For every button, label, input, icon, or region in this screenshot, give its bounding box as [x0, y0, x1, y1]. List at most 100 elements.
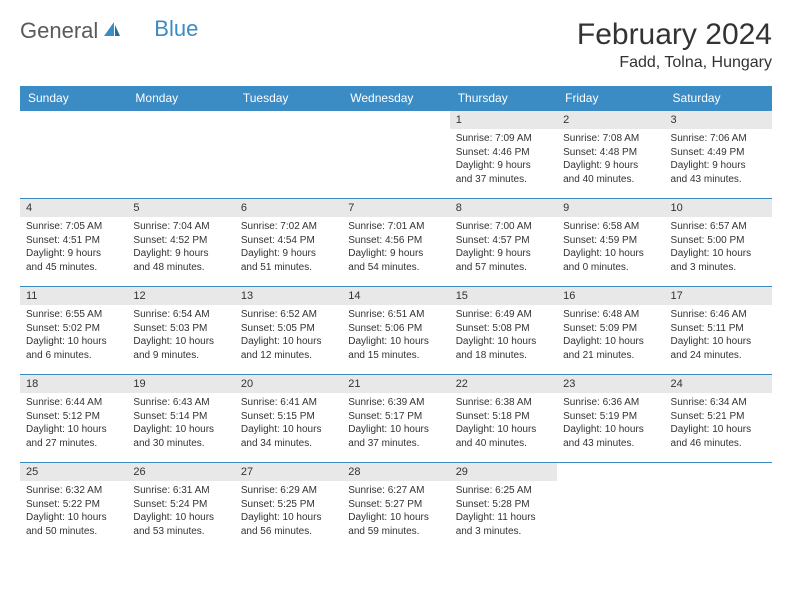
- day-number: 22: [450, 375, 557, 393]
- day-info: Sunrise: 6:36 AMSunset: 5:19 PMDaylight:…: [557, 393, 664, 453]
- calendar-day-cell: 17Sunrise: 6:46 AMSunset: 5:11 PMDayligh…: [665, 287, 772, 375]
- location: Fadd, Tolna, Hungary: [577, 54, 772, 72]
- day-info: Sunrise: 7:01 AMSunset: 4:56 PMDaylight:…: [342, 217, 449, 277]
- calendar-day-cell: 22Sunrise: 6:38 AMSunset: 5:18 PMDayligh…: [450, 375, 557, 463]
- day-number: 19: [127, 375, 234, 393]
- day-info: Sunrise: 6:27 AMSunset: 5:27 PMDaylight:…: [342, 481, 449, 541]
- day-number: 18: [20, 375, 127, 393]
- day-number: 2: [557, 111, 664, 129]
- weekday-header: Wednesday: [342, 86, 449, 111]
- calendar-week-row: 18Sunrise: 6:44 AMSunset: 5:12 PMDayligh…: [20, 375, 772, 463]
- weekday-header: Thursday: [450, 86, 557, 111]
- calendar-empty-cell: [235, 111, 342, 199]
- calendar-table: SundayMondayTuesdayWednesdayThursdayFrid…: [20, 86, 772, 551]
- day-info: Sunrise: 6:57 AMSunset: 5:00 PMDaylight:…: [665, 217, 772, 277]
- weekday-header: Monday: [127, 86, 234, 111]
- weekday-header: Sunday: [20, 86, 127, 111]
- calendar-day-cell: 21Sunrise: 6:39 AMSunset: 5:17 PMDayligh…: [342, 375, 449, 463]
- day-info: Sunrise: 6:58 AMSunset: 4:59 PMDaylight:…: [557, 217, 664, 277]
- calendar-day-cell: 7Sunrise: 7:01 AMSunset: 4:56 PMDaylight…: [342, 199, 449, 287]
- day-info: Sunrise: 6:49 AMSunset: 5:08 PMDaylight:…: [450, 305, 557, 365]
- day-number: 17: [665, 287, 772, 305]
- calendar-day-cell: 5Sunrise: 7:04 AMSunset: 4:52 PMDaylight…: [127, 199, 234, 287]
- day-number: 15: [450, 287, 557, 305]
- calendar-day-cell: 25Sunrise: 6:32 AMSunset: 5:22 PMDayligh…: [20, 463, 127, 551]
- calendar-day-cell: 4Sunrise: 7:05 AMSunset: 4:51 PMDaylight…: [20, 199, 127, 287]
- weekday-header: Saturday: [665, 86, 772, 111]
- day-info: Sunrise: 7:06 AMSunset: 4:49 PMDaylight:…: [665, 129, 772, 189]
- calendar-empty-cell: [20, 111, 127, 199]
- day-number: 21: [342, 375, 449, 393]
- logo-text-general: General: [20, 18, 98, 44]
- weekday-header-row: SundayMondayTuesdayWednesdayThursdayFrid…: [20, 86, 772, 111]
- day-info: Sunrise: 6:38 AMSunset: 5:18 PMDaylight:…: [450, 393, 557, 453]
- day-number: 6: [235, 199, 342, 217]
- calendar-day-cell: 16Sunrise: 6:48 AMSunset: 5:09 PMDayligh…: [557, 287, 664, 375]
- calendar-day-cell: 11Sunrise: 6:55 AMSunset: 5:02 PMDayligh…: [20, 287, 127, 375]
- day-info: Sunrise: 6:41 AMSunset: 5:15 PMDaylight:…: [235, 393, 342, 453]
- day-info: Sunrise: 6:46 AMSunset: 5:11 PMDaylight:…: [665, 305, 772, 365]
- calendar-empty-cell: [557, 463, 664, 551]
- calendar-day-cell: 2Sunrise: 7:08 AMSunset: 4:48 PMDaylight…: [557, 111, 664, 199]
- day-number: 20: [235, 375, 342, 393]
- calendar-week-row: 4Sunrise: 7:05 AMSunset: 4:51 PMDaylight…: [20, 199, 772, 287]
- day-number: 24: [665, 375, 772, 393]
- calendar-day-cell: 24Sunrise: 6:34 AMSunset: 5:21 PMDayligh…: [665, 375, 772, 463]
- day-info: Sunrise: 7:02 AMSunset: 4:54 PMDaylight:…: [235, 217, 342, 277]
- day-number: 4: [20, 199, 127, 217]
- calendar-day-cell: 29Sunrise: 6:25 AMSunset: 5:28 PMDayligh…: [450, 463, 557, 551]
- day-info: Sunrise: 6:34 AMSunset: 5:21 PMDaylight:…: [665, 393, 772, 453]
- calendar-day-cell: 9Sunrise: 6:58 AMSunset: 4:59 PMDaylight…: [557, 199, 664, 287]
- day-number: 26: [127, 463, 234, 481]
- calendar-day-cell: 23Sunrise: 6:36 AMSunset: 5:19 PMDayligh…: [557, 375, 664, 463]
- calendar-day-cell: 19Sunrise: 6:43 AMSunset: 5:14 PMDayligh…: [127, 375, 234, 463]
- day-info: Sunrise: 7:09 AMSunset: 4:46 PMDaylight:…: [450, 129, 557, 189]
- calendar-day-cell: 26Sunrise: 6:31 AMSunset: 5:24 PMDayligh…: [127, 463, 234, 551]
- calendar-day-cell: 20Sunrise: 6:41 AMSunset: 5:15 PMDayligh…: [235, 375, 342, 463]
- calendar-day-cell: 6Sunrise: 7:02 AMSunset: 4:54 PMDaylight…: [235, 199, 342, 287]
- day-info: Sunrise: 6:54 AMSunset: 5:03 PMDaylight:…: [127, 305, 234, 365]
- logo: General Blue: [20, 18, 198, 44]
- calendar-day-cell: 1Sunrise: 7:09 AMSunset: 4:46 PMDaylight…: [450, 111, 557, 199]
- day-number: 28: [342, 463, 449, 481]
- calendar-day-cell: 8Sunrise: 7:00 AMSunset: 4:57 PMDaylight…: [450, 199, 557, 287]
- calendar-day-cell: 13Sunrise: 6:52 AMSunset: 5:05 PMDayligh…: [235, 287, 342, 375]
- logo-sail-icon: [102, 20, 122, 43]
- day-number: 12: [127, 287, 234, 305]
- day-number: 14: [342, 287, 449, 305]
- calendar-week-row: 11Sunrise: 6:55 AMSunset: 5:02 PMDayligh…: [20, 287, 772, 375]
- day-info: Sunrise: 6:51 AMSunset: 5:06 PMDaylight:…: [342, 305, 449, 365]
- calendar-week-row: 1Sunrise: 7:09 AMSunset: 4:46 PMDaylight…: [20, 111, 772, 199]
- day-info: Sunrise: 6:48 AMSunset: 5:09 PMDaylight:…: [557, 305, 664, 365]
- day-number: 7: [342, 199, 449, 217]
- calendar-day-cell: 12Sunrise: 6:54 AMSunset: 5:03 PMDayligh…: [127, 287, 234, 375]
- day-info: Sunrise: 6:32 AMSunset: 5:22 PMDaylight:…: [20, 481, 127, 541]
- day-info: Sunrise: 6:44 AMSunset: 5:12 PMDaylight:…: [20, 393, 127, 453]
- day-info: Sunrise: 6:43 AMSunset: 5:14 PMDaylight:…: [127, 393, 234, 453]
- day-number: 16: [557, 287, 664, 305]
- day-info: Sunrise: 7:05 AMSunset: 4:51 PMDaylight:…: [20, 217, 127, 277]
- calendar-day-cell: 10Sunrise: 6:57 AMSunset: 5:00 PMDayligh…: [665, 199, 772, 287]
- day-info: Sunrise: 6:39 AMSunset: 5:17 PMDaylight:…: [342, 393, 449, 453]
- title-block: February 2024 Fadd, Tolna, Hungary: [577, 18, 772, 72]
- day-info: Sunrise: 6:25 AMSunset: 5:28 PMDaylight:…: [450, 481, 557, 541]
- calendar-day-cell: 28Sunrise: 6:27 AMSunset: 5:27 PMDayligh…: [342, 463, 449, 551]
- day-number: 23: [557, 375, 664, 393]
- day-info: Sunrise: 7:04 AMSunset: 4:52 PMDaylight:…: [127, 217, 234, 277]
- calendar-empty-cell: [127, 111, 234, 199]
- calendar-day-cell: 15Sunrise: 6:49 AMSunset: 5:08 PMDayligh…: [450, 287, 557, 375]
- day-number: 3: [665, 111, 772, 129]
- day-info: Sunrise: 6:55 AMSunset: 5:02 PMDaylight:…: [20, 305, 127, 365]
- day-info: Sunrise: 6:52 AMSunset: 5:05 PMDaylight:…: [235, 305, 342, 365]
- calendar-week-row: 25Sunrise: 6:32 AMSunset: 5:22 PMDayligh…: [20, 463, 772, 551]
- day-number: 25: [20, 463, 127, 481]
- day-number: 9: [557, 199, 664, 217]
- weekday-header: Tuesday: [235, 86, 342, 111]
- header: General Blue February 2024 Fadd, Tolna, …: [20, 18, 772, 72]
- calendar-empty-cell: [665, 463, 772, 551]
- calendar-day-cell: 14Sunrise: 6:51 AMSunset: 5:06 PMDayligh…: [342, 287, 449, 375]
- day-info: Sunrise: 6:31 AMSunset: 5:24 PMDaylight:…: [127, 481, 234, 541]
- calendar-day-cell: 18Sunrise: 6:44 AMSunset: 5:12 PMDayligh…: [20, 375, 127, 463]
- weekday-header: Friday: [557, 86, 664, 111]
- day-info: Sunrise: 6:29 AMSunset: 5:25 PMDaylight:…: [235, 481, 342, 541]
